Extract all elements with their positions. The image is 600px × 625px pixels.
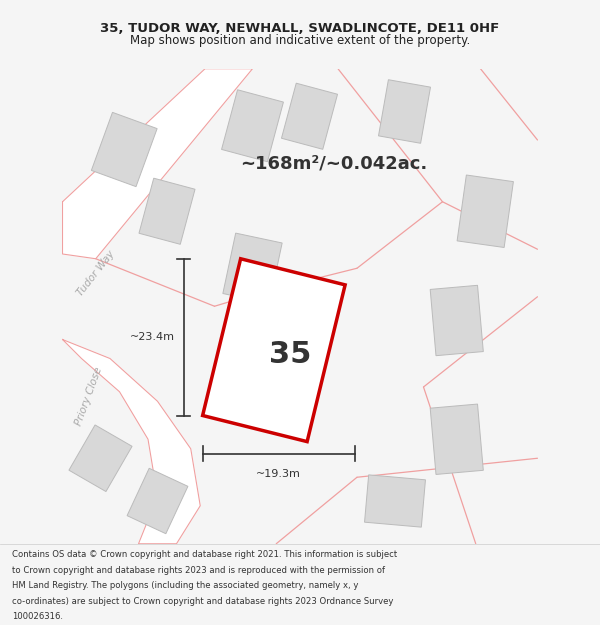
Polygon shape <box>221 90 283 162</box>
Text: Contains OS data © Crown copyright and database right 2021. This information is : Contains OS data © Crown copyright and d… <box>12 550 397 559</box>
Polygon shape <box>457 175 514 248</box>
Polygon shape <box>203 259 345 442</box>
Text: 35: 35 <box>269 341 311 369</box>
Text: 35, TUDOR WAY, NEWHALL, SWADLINCOTE, DE11 0HF: 35, TUDOR WAY, NEWHALL, SWADLINCOTE, DE1… <box>100 22 500 34</box>
Polygon shape <box>62 339 200 544</box>
Polygon shape <box>139 178 195 244</box>
Polygon shape <box>430 404 484 474</box>
Polygon shape <box>127 468 188 534</box>
Polygon shape <box>69 425 132 491</box>
Polygon shape <box>91 112 157 187</box>
Polygon shape <box>281 83 338 149</box>
Polygon shape <box>62 69 253 259</box>
Text: ~23.4m: ~23.4m <box>130 332 175 342</box>
Text: ~19.3m: ~19.3m <box>256 469 301 479</box>
Polygon shape <box>430 285 484 356</box>
Text: HM Land Registry. The polygons (including the associated geometry, namely x, y: HM Land Registry. The polygons (includin… <box>12 581 358 590</box>
Text: co-ordinates) are subject to Crown copyright and database rights 2023 Ordnance S: co-ordinates) are subject to Crown copyr… <box>12 596 394 606</box>
Polygon shape <box>379 80 430 143</box>
Text: Tudor Way: Tudor Way <box>75 248 116 298</box>
Polygon shape <box>223 233 282 303</box>
Text: to Crown copyright and database rights 2023 and is reproduced with the permissio: to Crown copyright and database rights 2… <box>12 566 385 575</box>
Text: Map shows position and indicative extent of the property.: Map shows position and indicative extent… <box>130 34 470 47</box>
Text: Priory Close: Priory Close <box>73 366 104 427</box>
Text: ~168m²/~0.042ac.: ~168m²/~0.042ac. <box>239 155 427 172</box>
Text: 100026316.: 100026316. <box>12 612 63 621</box>
Polygon shape <box>365 475 425 527</box>
